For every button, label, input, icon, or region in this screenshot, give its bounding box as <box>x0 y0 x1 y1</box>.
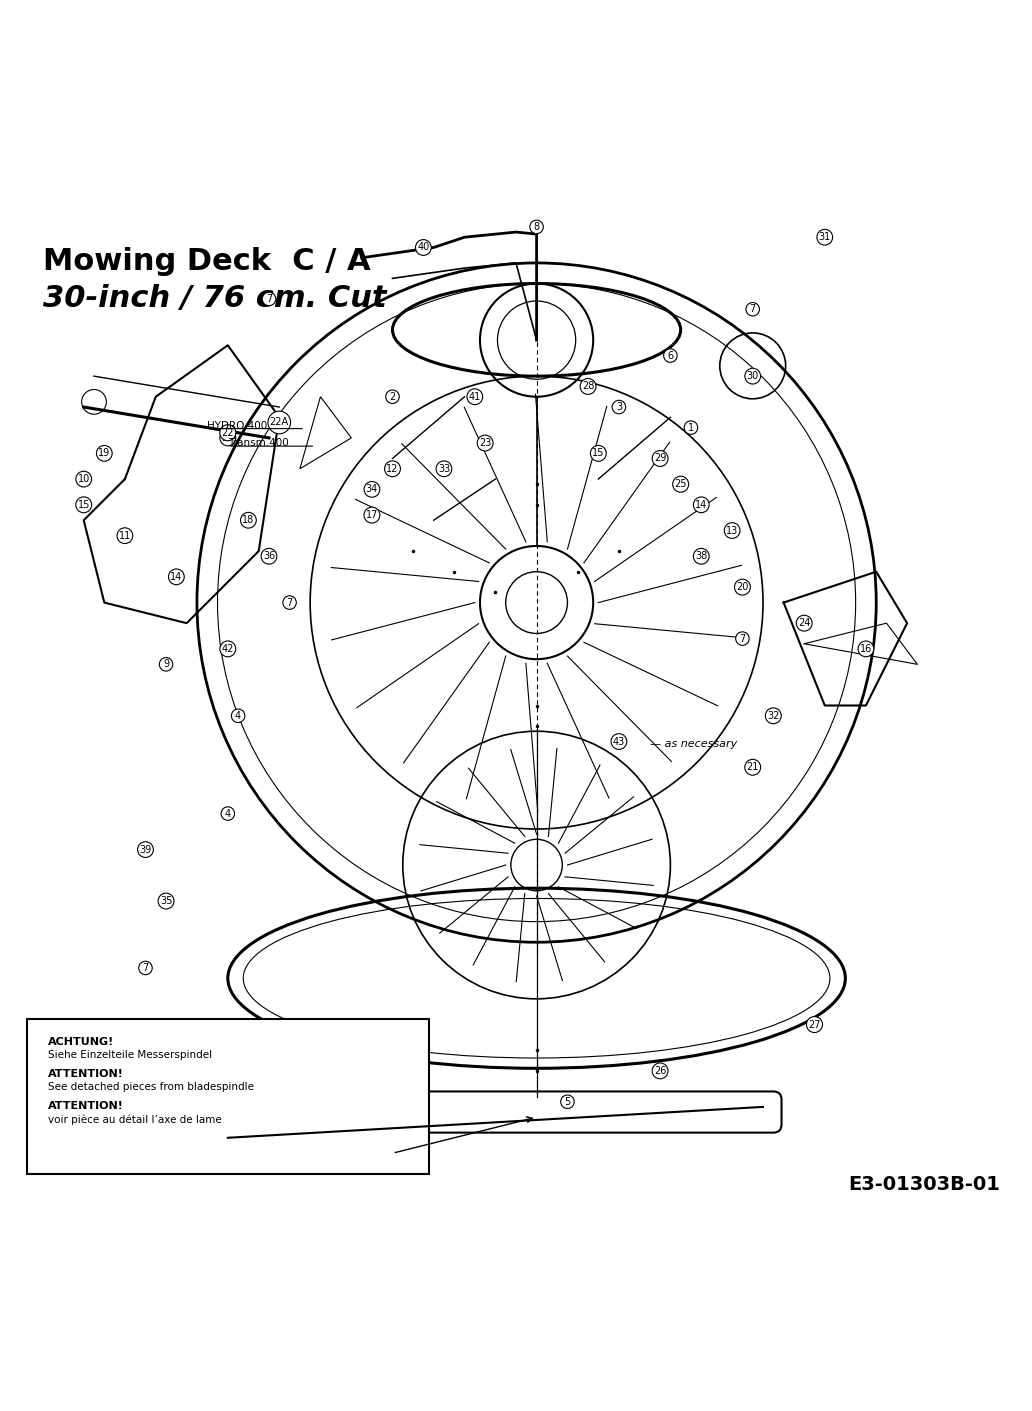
Text: 9: 9 <box>163 659 169 669</box>
Text: 37: 37 <box>222 433 234 443</box>
Text: 4: 4 <box>235 711 241 721</box>
Text: 2: 2 <box>389 392 395 402</box>
Text: 14: 14 <box>696 499 707 509</box>
Text: 21: 21 <box>746 762 759 772</box>
Text: ACHTUNG!: ACHTUNG! <box>47 1037 114 1047</box>
Text: 24: 24 <box>798 618 810 628</box>
Text: 20: 20 <box>736 583 748 593</box>
Text: 7: 7 <box>142 962 149 974</box>
Text: 30: 30 <box>746 371 759 381</box>
Text: 15: 15 <box>77 499 90 509</box>
Text: See detached pieces from bladespindle: See detached pieces from bladespindle <box>47 1082 254 1092</box>
Text: 7: 7 <box>287 598 293 608</box>
Text: 12: 12 <box>386 464 398 474</box>
Text: 31: 31 <box>818 233 831 243</box>
Text: 14: 14 <box>170 571 183 581</box>
Text: 18: 18 <box>243 515 255 525</box>
Text: 6: 6 <box>668 350 674 361</box>
Text: 11: 11 <box>119 531 131 540</box>
Text: 25: 25 <box>675 480 687 490</box>
Text: E3-01303B-01: E3-01303B-01 <box>848 1175 1000 1194</box>
Text: ATTENTION!: ATTENTION! <box>47 1101 124 1110</box>
Text: 43: 43 <box>613 737 625 746</box>
Text: 17: 17 <box>365 511 378 521</box>
Text: 16: 16 <box>860 643 872 653</box>
Text: 34: 34 <box>365 484 378 494</box>
Text: 7: 7 <box>739 634 745 643</box>
Text: 40: 40 <box>417 243 429 253</box>
Text: 39: 39 <box>139 845 152 855</box>
Text: 32: 32 <box>767 711 779 721</box>
FancyBboxPatch shape <box>27 1019 428 1174</box>
Text: 38: 38 <box>696 552 707 562</box>
Text: 41: 41 <box>469 392 481 402</box>
Text: 27: 27 <box>808 1020 820 1030</box>
Text: 36: 36 <box>263 552 276 562</box>
Text: Transm.400: Transm.400 <box>228 437 289 449</box>
Text: 4: 4 <box>225 809 231 818</box>
Text: 29: 29 <box>654 453 667 463</box>
Text: 10: 10 <box>77 474 90 484</box>
Text: voir pièce au détail l’axe de lame: voir pièce au détail l’axe de lame <box>47 1115 222 1125</box>
Text: 13: 13 <box>725 525 738 536</box>
Text: 28: 28 <box>582 381 594 391</box>
Text: 23: 23 <box>479 437 491 449</box>
Text: 7: 7 <box>749 305 755 315</box>
Text: 19: 19 <box>98 449 110 459</box>
Text: 26: 26 <box>654 1065 667 1075</box>
Text: 3: 3 <box>616 402 622 412</box>
Text: 22A: 22A <box>269 418 289 428</box>
Text: 8: 8 <box>534 222 540 231</box>
Text: 7: 7 <box>266 293 272 303</box>
Text: Mowing Deck  C / A: Mowing Deck C / A <box>42 247 370 277</box>
Text: 5: 5 <box>565 1096 571 1106</box>
Text: — as necessary: — as necessary <box>650 738 737 749</box>
Text: 33: 33 <box>438 464 450 474</box>
Text: Siehe Einzelteile Messerspindel: Siehe Einzelteile Messerspindel <box>47 1050 212 1060</box>
Text: 15: 15 <box>592 449 605 459</box>
Text: 35: 35 <box>160 896 172 906</box>
Text: 22: 22 <box>222 428 234 437</box>
Text: 42: 42 <box>222 643 234 653</box>
Text: HYDRO 400: HYDRO 400 <box>207 420 267 430</box>
Text: ATTENTION!: ATTENTION! <box>47 1070 124 1079</box>
Text: 1: 1 <box>688 423 695 433</box>
Polygon shape <box>300 396 351 468</box>
Text: 30-inch / 76 cm. Cut: 30-inch / 76 cm. Cut <box>42 284 386 312</box>
